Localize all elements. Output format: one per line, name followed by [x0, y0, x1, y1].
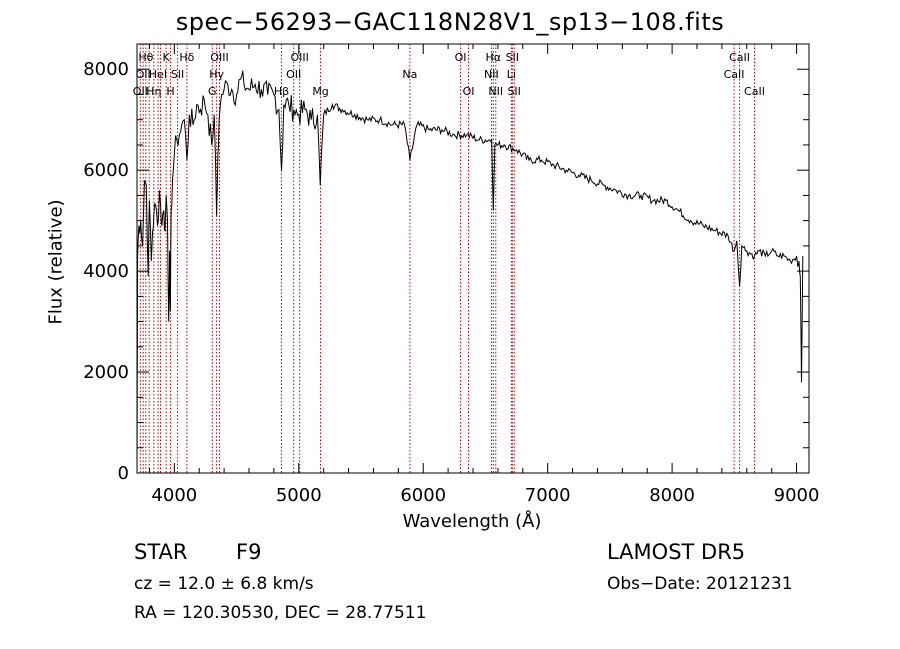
spectral-line-label: SII [507, 85, 520, 98]
spectral-line-label: OIII [210, 51, 228, 64]
spectral-line-label: Mg [312, 85, 328, 98]
spectral-line-label: Hα [486, 51, 502, 64]
spectral-line-label: OII [136, 68, 151, 81]
chart-title: spec−56293−GAC118N28V1_sp13−108.fits [175, 8, 725, 36]
x-tick-label: 8000 [649, 485, 695, 506]
spectral-line-label: NII [488, 85, 503, 98]
spectral-line-label: CaII [744, 85, 765, 98]
spectral-line-label: Hη [146, 85, 161, 98]
spectral-line-label: CaII [729, 51, 750, 64]
spectral-line-label: Hθ [138, 51, 153, 64]
spectral-line-label: SII [171, 68, 184, 81]
spectral-line-label: CaII [724, 68, 745, 81]
x-axis-title: Wavelength (Å) [402, 511, 542, 532]
x-tick-label: 4000 [151, 485, 197, 506]
spectral-line-label: H [166, 85, 174, 98]
spectral-line-label: NII [484, 68, 499, 81]
spectral-line-markers [139, 44, 755, 473]
spectral-line-label: Li [507, 68, 516, 81]
coordinates: RA = 120.30530, DEC = 28.77511 [134, 603, 427, 623]
spectral-line-label: G [208, 85, 217, 98]
x-tick-label: 9000 [774, 485, 820, 506]
y-tick-label: 2000 [83, 362, 129, 383]
spectral-line-label: OII [286, 68, 301, 81]
observation-date: Obs−Date: 20121231 [607, 574, 793, 594]
spectral-line-label: OIII [290, 51, 308, 64]
spectral-line-label: K [163, 51, 171, 64]
x-tick-label: 6000 [400, 485, 446, 506]
y-tick-label: 4000 [83, 261, 129, 282]
object-subclass: F9 [236, 540, 262, 564]
survey-release: LAMOST DR5 [607, 540, 746, 564]
x-tick-label: 7000 [525, 485, 571, 506]
object-class: STAR [134, 540, 188, 564]
spectral-line-label: Na [402, 68, 417, 81]
axis-ticks: 4000 5000 6000 7000 8000 9000 0 2000 4000 6000 800… [83, 44, 819, 506]
plot-frame [136, 43, 810, 474]
spectral-line-label: Hδ [179, 51, 194, 64]
redshift-velocity: cz = 12.0 ± 6.8 km/s [134, 574, 314, 594]
spectral-line-label: Hγ [209, 68, 224, 81]
y-tick-label: 0 [118, 463, 129, 484]
spectrum-series-line [136, 70, 804, 474]
x-tick-label: 5000 [276, 485, 322, 506]
spectral-line-label: OI [463, 85, 475, 98]
spectral-line-label: OI [455, 51, 467, 64]
spectral-line-label: SII [506, 51, 519, 64]
y-axis-title: Flux (relative) [45, 199, 67, 325]
spectral-line-label: Hβ [274, 85, 289, 98]
y-tick-label: 6000 [83, 160, 129, 181]
y-tick-label: 8000 [83, 59, 129, 80]
spectral-line-labels: OIIOIIHθHηHeIKHSIIHδGHγOIIIHβOIIOIIIMgNa… [133, 51, 765, 98]
spectral-line-label: HeI [149, 68, 167, 81]
